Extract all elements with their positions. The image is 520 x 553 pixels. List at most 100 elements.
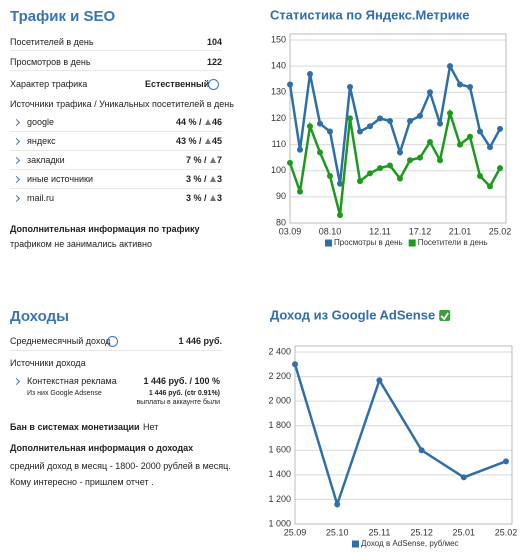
label: Просмотров в день — [10, 57, 91, 67]
point — [460, 474, 467, 481]
visitor-icon — [209, 195, 216, 201]
text: средний доход в месяц - 1800- 2000 рубле… — [10, 461, 231, 471]
visitor-icon — [204, 138, 211, 144]
legend-label: Просмотры в день — [334, 238, 403, 247]
y-tick-label: 1 800 — [268, 420, 291, 430]
value: 104 — [206, 37, 222, 47]
label: Среднемесячный доход — [10, 336, 111, 346]
subheading: Дополнительная информация по трафику — [10, 224, 200, 234]
point — [347, 115, 353, 122]
point — [367, 170, 373, 177]
point — [377, 165, 383, 172]
point — [317, 120, 323, 127]
point — [327, 128, 333, 135]
chart-title: Статистика по Яндекс.Метрике — [270, 7, 469, 22]
source-name: иные источники — [27, 174, 93, 184]
y-tick-label: 2 200 — [268, 371, 291, 381]
divider — [10, 188, 222, 189]
divider — [10, 50, 222, 51]
point — [387, 162, 393, 169]
point — [327, 172, 333, 179]
visitors: 3 — [216, 193, 222, 203]
label: Из них Google Adsense — [27, 390, 102, 397]
point — [292, 361, 298, 368]
point — [487, 144, 493, 151]
point — [487, 183, 493, 190]
help-icon[interactable] — [208, 79, 219, 90]
source-stats: 7 % / 7 — [120, 155, 222, 165]
verified-check — [440, 312, 449, 321]
label: Источники дохода — [10, 358, 86, 368]
point — [427, 89, 433, 96]
source-stats: 43 % / 45 — [120, 136, 222, 146]
x-tick-label: 25.12 — [410, 527, 433, 537]
point — [437, 157, 443, 164]
text: Кому интересно - пришлем отчет . — [10, 477, 154, 487]
y-tick-label: 100 — [271, 165, 286, 175]
x-tick-label: 12.11 — [369, 226, 391, 236]
y-tick-label: 2 400 — [268, 346, 291, 356]
x-tick-label: 25.02 — [489, 226, 512, 236]
divider — [10, 169, 222, 170]
visitor-icon — [204, 119, 211, 125]
source-name: яндекс — [27, 136, 56, 146]
point — [417, 154, 423, 161]
point — [376, 377, 383, 384]
share: 7 % / — [185, 155, 207, 165]
source-stats: 3 % / 3 — [120, 193, 222, 203]
x-tick-label: 08.10 — [319, 226, 342, 236]
point — [477, 128, 483, 135]
divider — [10, 150, 222, 151]
source-stats: 3 % / 3 — [120, 174, 222, 184]
point — [418, 447, 425, 454]
y-tick-label: 150 — [271, 34, 286, 44]
y-tick-label: 1 200 — [268, 494, 291, 504]
visitor-icon — [209, 176, 216, 182]
label: Посетителей в день — [10, 37, 94, 47]
point — [407, 118, 413, 125]
x-tick-label: 25.11 — [368, 527, 390, 537]
text: трафиком не занимались активно — [10, 239, 153, 249]
share: 44 % / — [175, 117, 202, 127]
value: 1 446 руб. (ctr 0.91%) — [148, 390, 220, 397]
point — [337, 212, 343, 219]
point — [503, 458, 509, 465]
share: 3 % / — [185, 193, 207, 203]
point — [287, 159, 293, 166]
point — [467, 84, 473, 91]
source-name: google — [27, 117, 55, 127]
point — [497, 165, 503, 172]
point — [447, 63, 453, 70]
point — [367, 123, 373, 130]
divider — [10, 70, 222, 71]
source-stats: 44 % / 46 — [120, 117, 222, 127]
point — [457, 141, 463, 148]
note: выплаты в аккаунте были — [136, 399, 220, 406]
point — [297, 188, 303, 195]
value: 1 446 руб. / 100 % — [143, 376, 221, 386]
plot-frame — [289, 33, 507, 224]
point — [467, 133, 473, 140]
section-title: Трафик и SEO — [10, 8, 116, 25]
divider — [10, 350, 222, 351]
chart-title: Доход из Google AdSense — [270, 307, 435, 322]
point — [334, 501, 341, 508]
label: Контекстная реклама — [27, 376, 117, 386]
point — [397, 175, 403, 182]
x-tick-label: 25.02 — [495, 527, 518, 537]
source-name: mail.ru — [27, 193, 55, 203]
visitors: 3 — [216, 174, 222, 184]
y-tick-label: 1 000 — [268, 518, 291, 528]
subheading: Дополнительная информация о доходах — [10, 443, 194, 453]
y-tick-label: 1 600 — [268, 445, 291, 455]
y-tick-label: 120 — [271, 113, 286, 123]
visitors: 7 — [216, 155, 222, 165]
help-icon[interactable] — [107, 336, 118, 347]
label: Источники трафика / Уникальных посетител… — [10, 99, 234, 109]
point — [337, 180, 343, 187]
point — [427, 138, 433, 145]
x-tick-label: 17.12 — [409, 226, 432, 236]
point — [497, 125, 503, 132]
section-title: Доходы — [10, 308, 69, 325]
